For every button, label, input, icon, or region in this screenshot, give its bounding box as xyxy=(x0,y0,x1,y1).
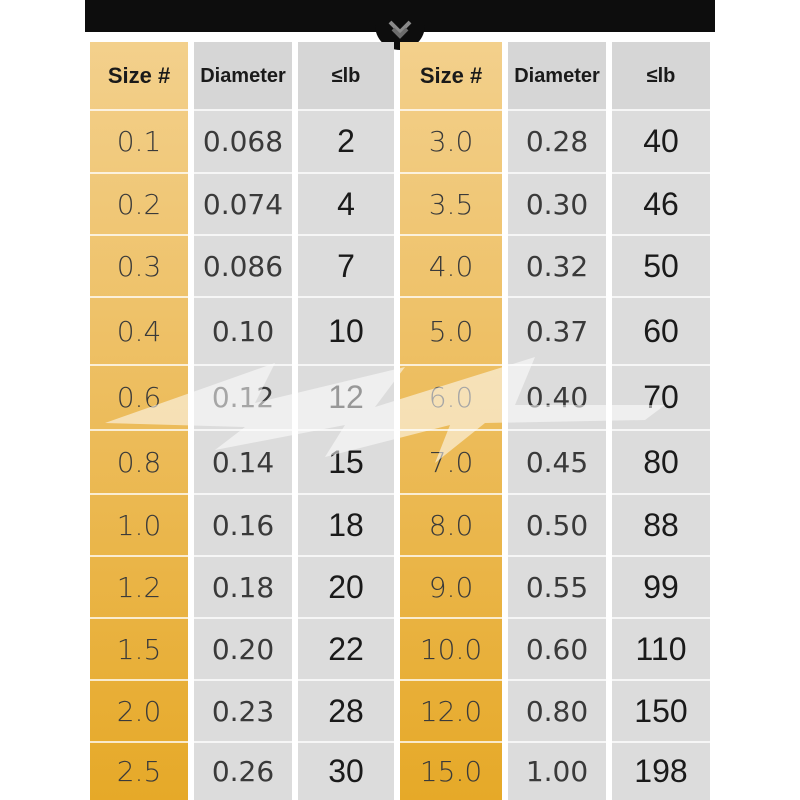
column-header: ≤lb xyxy=(298,42,394,110)
column-size-left: Size #0.1 0.2 0.3 0.4 0.6 0.8 1.0 1.2 1.5 2.0 2.5 xyxy=(90,42,188,800)
table-cell-lb: 80 xyxy=(643,443,679,480)
table-cell-size: 0.8 xyxy=(116,445,162,479)
table-cell-diameter: 0.50 xyxy=(525,508,589,542)
table-cell-diameter: 0.18 xyxy=(211,570,275,604)
table-cell-lb: 4 xyxy=(337,185,355,222)
table-cell-diameter: 0.086 xyxy=(202,249,284,283)
column-lb-right: ≤lb 40 46 50 60 70 80 88 99 110 150 198 xyxy=(612,42,710,800)
table-cell-size: 3.0 xyxy=(428,124,474,158)
table-cell-lb: 30 xyxy=(328,752,364,789)
row-divider xyxy=(90,172,710,174)
table-cell-lb: 2 xyxy=(337,122,355,159)
table-cell-lb: 110 xyxy=(635,630,687,667)
table-cell-diameter: 0.80 xyxy=(525,694,589,728)
table-cell-size: 4.0 xyxy=(428,249,474,283)
table-cell-size: 5.0 xyxy=(428,314,474,348)
row-divider xyxy=(90,679,710,681)
table-cell-diameter: 1.00 xyxy=(525,754,589,788)
table-cell-diameter: 0.20 xyxy=(211,632,275,666)
table-cell-lb: 18 xyxy=(328,506,364,543)
table-cell-lb: 99 xyxy=(643,568,679,605)
column-header: Size # xyxy=(419,63,483,88)
line-size-table: Size #0.1 0.2 0.3 0.4 0.6 0.8 1.0 1.2 1.5 2.0 2.5 … xyxy=(90,42,710,800)
table-cell-size: 0.2 xyxy=(116,187,162,221)
table-cell-diameter: 0.28 xyxy=(525,124,589,158)
fish-logo-watermark xyxy=(105,357,665,463)
table-cell-lb: 10 xyxy=(328,312,364,349)
table-cell-diameter: 0.26 xyxy=(211,754,275,788)
table-cell-diameter: 0.32 xyxy=(525,249,589,283)
table-cell-diameter: 0.60 xyxy=(525,632,589,666)
table-cell-diameter: 0.37 xyxy=(525,314,589,348)
table-cell-diameter: 0.55 xyxy=(525,570,589,604)
table-cell-size: 12.0 xyxy=(419,694,483,728)
row-divider xyxy=(90,109,710,111)
table-cell-lb: 20 xyxy=(328,568,364,605)
table-cell-lb: 22 xyxy=(328,630,364,667)
table-cell-diameter: 0.16 xyxy=(211,508,275,542)
table-cell-diameter: 0.23 xyxy=(211,694,275,728)
table-cell-size: 1.0 xyxy=(116,508,162,542)
row-divider xyxy=(90,234,710,236)
column-header: Size # xyxy=(107,63,171,88)
table-cell-lb: 28 xyxy=(328,692,364,729)
table-cell-diameter: 0.30 xyxy=(525,187,589,221)
table-cell-lb: 198 xyxy=(634,752,688,789)
table-cell-lb: 88 xyxy=(643,506,679,543)
table-cell-size: 8.0 xyxy=(428,508,474,542)
table-cell-size: 1.2 xyxy=(116,570,162,604)
row-divider xyxy=(90,555,710,557)
table-cell-diameter: 0.14 xyxy=(211,445,275,479)
table-cell-lb: 40 xyxy=(643,122,679,159)
table-cell-diameter: 0.10 xyxy=(211,314,275,348)
row-divider xyxy=(90,296,710,298)
row-divider xyxy=(90,617,710,619)
table-cell-diameter: 0.074 xyxy=(202,187,284,221)
row-divider xyxy=(90,741,710,743)
table-cell-size: 10.0 xyxy=(419,632,483,666)
column-header: Diameter xyxy=(194,42,292,110)
table-cell-size: 1.5 xyxy=(116,632,162,666)
column-header: ≤lb xyxy=(612,42,710,110)
table-cell-size: 3.5 xyxy=(428,187,474,221)
table-cell-size: 2.0 xyxy=(116,694,162,728)
column-header: Diameter xyxy=(508,42,606,110)
row-divider xyxy=(90,493,710,495)
table-cell-lb: 150 xyxy=(634,692,688,729)
table-cell-lb: 7 xyxy=(337,247,355,284)
table-cell-diameter: 0.068 xyxy=(202,124,284,158)
table-cell-size: 9.0 xyxy=(428,570,474,604)
table-cell-size: 0.3 xyxy=(116,249,162,283)
table-cell-lb: 46 xyxy=(643,185,679,222)
table-cell-size: 0.1 xyxy=(116,124,162,158)
table-cell-size: 0.4 xyxy=(116,314,162,348)
table-cell-lb: 50 xyxy=(643,247,679,284)
table-cell-lb: 60 xyxy=(643,312,679,349)
chevron-down-icon xyxy=(388,20,412,39)
table-cell-diameter: 0.45 xyxy=(525,445,589,479)
row-divider xyxy=(90,364,710,366)
table-cell-size: 2.5 xyxy=(116,754,162,788)
table-cell-size: 15.0 xyxy=(419,754,483,788)
